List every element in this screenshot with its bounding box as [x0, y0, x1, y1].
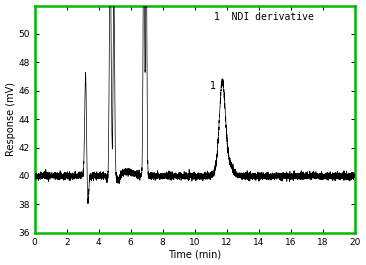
- Y-axis label: Response (mV): Response (mV): [5, 82, 16, 156]
- X-axis label: Time (min): Time (min): [168, 249, 221, 259]
- Text: 1: 1: [210, 81, 216, 91]
- Text: 1  NDI derivative: 1 NDI derivative: [214, 12, 314, 22]
